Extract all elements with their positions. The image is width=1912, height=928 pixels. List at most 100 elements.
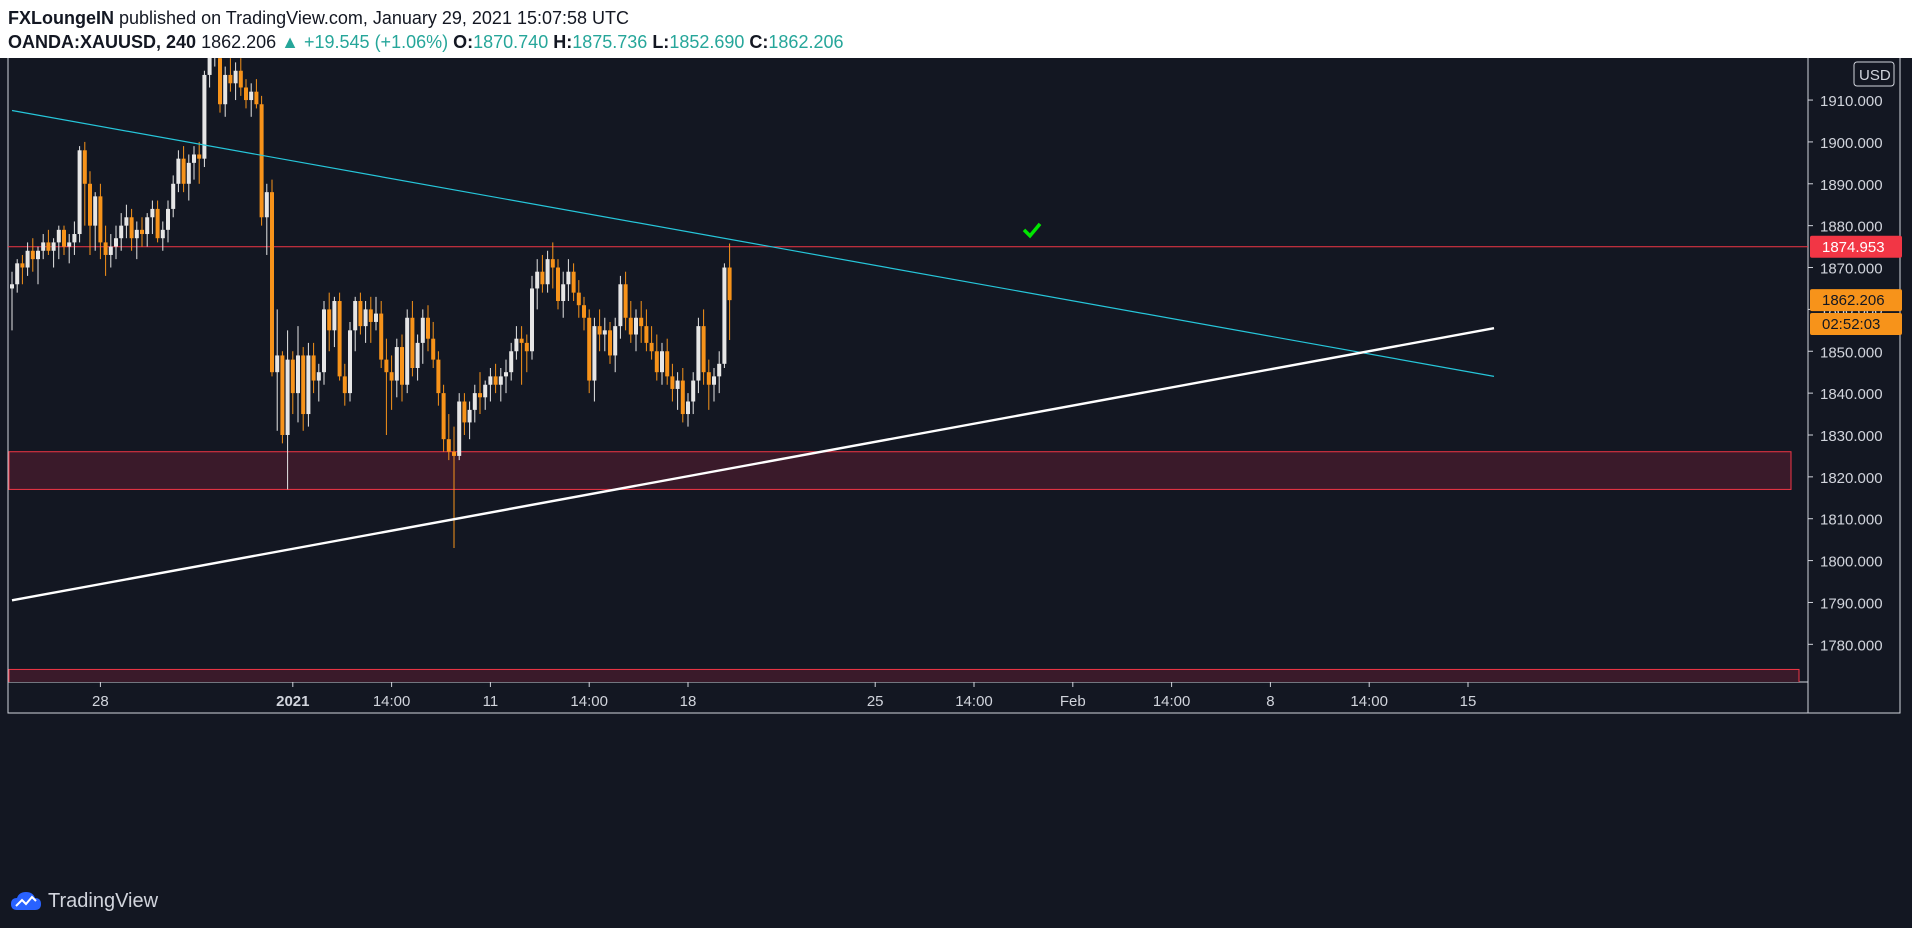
candle-body <box>108 246 113 255</box>
candle-body <box>701 326 706 373</box>
candle-body <box>712 376 716 385</box>
candle-body <box>124 217 129 226</box>
descending-trendline <box>11 109 1495 377</box>
x-tick-label: 25 <box>867 693 884 710</box>
candle-body <box>327 309 332 331</box>
tradingview-logo[interactable]: TradingView <box>10 888 158 914</box>
price-label-text: 1874.953 <box>1822 239 1885 256</box>
checkmark-icon <box>1022 222 1042 239</box>
published-text: published on TradingView.com, January 29… <box>119 8 630 28</box>
candle-body <box>207 58 212 75</box>
close-label: C: <box>749 32 769 52</box>
cloud-icon <box>11 892 41 910</box>
candle-body <box>613 326 618 356</box>
y-tick-label: 1820.000 <box>1820 470 1883 487</box>
candle-body <box>722 267 727 364</box>
candle-body <box>150 208 155 218</box>
candle-body <box>332 301 337 331</box>
candle-body <box>82 150 87 184</box>
candle-body <box>166 208 170 230</box>
up-triangle-icon: ▲ <box>281 32 299 52</box>
chart-frame[interactable]: 1910.000 1900.000 1890.000 1880.000 1870.000… <box>0 58 1912 928</box>
candle-body <box>457 401 462 456</box>
candle-body <box>129 217 134 239</box>
currency-badge <box>1853 61 1895 87</box>
candle-body <box>426 317 430 339</box>
candle-body <box>550 259 555 268</box>
candle-body <box>114 238 118 247</box>
publish-info: FXLoungeIN published on TradingView.com,… <box>8 8 629 29</box>
candle-body <box>545 259 550 285</box>
candle-body <box>535 271 540 289</box>
price-chart[interactable]: 1910.000 1900.000 1890.000 1880.000 1870.000… <box>0 58 1912 928</box>
candle-body <box>519 338 524 343</box>
candle-body <box>462 401 467 423</box>
candle-body <box>36 250 40 260</box>
y-tick-label: 1900.000 <box>1820 135 1883 152</box>
y-tick-label: 1830.000 <box>1820 428 1883 445</box>
candle-body <box>706 372 711 385</box>
candle-body <box>686 401 690 415</box>
candle-body <box>254 91 259 105</box>
candle-body <box>566 271 571 285</box>
candle-body <box>628 317 633 335</box>
price-axis <box>1807 58 1901 714</box>
author-name[interactable]: FXLoungeIN <box>8 8 114 28</box>
candle-body <box>644 326 649 343</box>
x-tick-label: 28 <box>92 693 109 710</box>
price-label-text: 1862.206 <box>1822 292 1885 309</box>
candle-body <box>264 192 269 218</box>
chart-header: FXLoungeIN published on TradingView.com,… <box>0 0 1912 58</box>
y-tick-label: 1780.000 <box>1820 637 1883 654</box>
candle-body <box>30 250 35 260</box>
candle-body <box>592 326 597 381</box>
candle-body <box>410 317 415 368</box>
candle-body <box>368 309 373 322</box>
candle-body <box>192 154 196 163</box>
symbol-label: OANDA:XAUUSD, 240 <box>8 32 197 52</box>
candle-body <box>306 355 311 415</box>
candle-body <box>415 342 420 368</box>
x-tick-label: 14:00 <box>955 693 993 710</box>
currency-badge-label: USD <box>1859 67 1891 84</box>
y-tick-label: 1850.000 <box>1820 344 1883 361</box>
candle-body <box>509 351 514 373</box>
candle-body <box>483 384 488 398</box>
x-tick-label: 15 <box>1460 693 1477 710</box>
candle-body <box>10 284 14 289</box>
candle-body <box>311 355 316 381</box>
price-label-box <box>1810 313 1902 336</box>
candle-body <box>41 242 46 251</box>
candle-body <box>634 317 638 335</box>
candle-body <box>467 409 472 423</box>
candle-body <box>441 393 446 440</box>
candle-body <box>186 162 191 184</box>
candle-body <box>171 183 176 209</box>
candle-body <box>233 70 238 84</box>
candle-body <box>98 196 103 243</box>
candle-body <box>670 376 675 389</box>
candle-body <box>498 376 503 385</box>
candle-body <box>576 292 581 306</box>
candle-body <box>571 271 576 293</box>
candle-body <box>176 158 181 184</box>
candle-body <box>446 439 451 452</box>
candle-body <box>618 284 623 327</box>
candle-body <box>56 229 61 243</box>
candle-body <box>452 451 456 456</box>
price-change: +19.545 (+1.06%) <box>304 32 449 52</box>
candle-body <box>119 225 124 239</box>
candle-body <box>436 359 441 394</box>
candle-body <box>608 330 612 356</box>
candle-body <box>597 326 602 335</box>
candle-body <box>238 70 243 88</box>
y-tick-label: 1870.000 <box>1820 261 1883 278</box>
candle-body <box>649 342 654 352</box>
candle-body <box>228 74 233 84</box>
candle-body <box>602 330 607 335</box>
high-label: H: <box>553 32 573 52</box>
candle-body <box>249 91 254 101</box>
brand-name: TradingView <box>48 889 159 912</box>
candle-body <box>384 359 389 373</box>
x-tick-label: 8 <box>1266 693 1274 710</box>
